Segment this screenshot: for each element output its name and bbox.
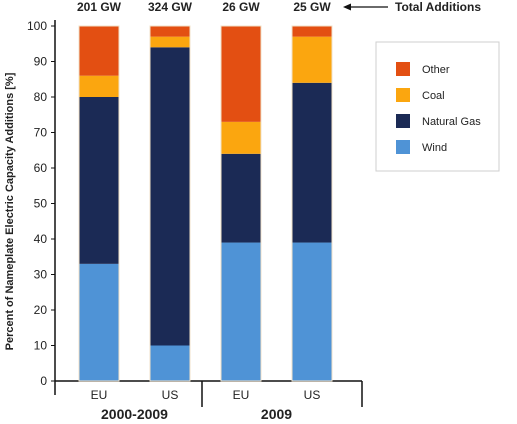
- legend-swatch-other: [396, 62, 410, 76]
- total-additions-label: Total Additions: [395, 0, 481, 14]
- y-axis-title: Percent of Nameplate Electric Capacity A…: [4, 72, 16, 350]
- y-tick-label: 100: [27, 19, 47, 33]
- bar-segment-other: [150, 26, 190, 37]
- bar-segment-other: [79, 26, 119, 76]
- legend-swatch-natural-gas: [396, 114, 410, 128]
- y-tick-label: 20: [34, 303, 48, 317]
- bar-segment-wind: [292, 242, 332, 381]
- legend-swatch-wind: [396, 140, 410, 154]
- bar-segment-natural-gas: [221, 153, 261, 243]
- bar-segment-wind: [79, 263, 119, 381]
- category-label: EU: [91, 388, 108, 402]
- arrowhead-icon: [343, 3, 351, 11]
- bar-outline: [291, 25, 333, 382]
- bar-segment-coal: [292, 36, 332, 83]
- bar-segment-coal: [79, 75, 119, 97]
- y-tick-label: 10: [34, 339, 48, 353]
- bar-segment-other: [221, 26, 261, 122]
- y-tick-label: 50: [34, 197, 48, 211]
- category-label: US: [304, 388, 321, 402]
- bar-outline: [78, 25, 120, 382]
- y-tick-label: 90: [34, 55, 48, 69]
- legend-swatch-coal: [396, 88, 410, 102]
- bar-segment-other: [292, 26, 332, 37]
- bar-segment-coal: [150, 36, 190, 48]
- bar-segment-wind: [150, 345, 190, 381]
- legend-label-wind: Wind: [422, 142, 447, 154]
- y-tick-label: 30: [34, 268, 48, 282]
- bar-segment-wind: [221, 242, 261, 381]
- total-label: 26 GW: [222, 0, 260, 14]
- y-tick-label: 40: [34, 232, 48, 246]
- legend-label-other: Other: [422, 64, 450, 76]
- category-label: EU: [233, 388, 250, 402]
- total-label: 324 GW: [148, 0, 193, 14]
- total-label: 201 GW: [77, 0, 122, 14]
- bar-segment-coal: [221, 121, 261, 154]
- category-label: US: [162, 388, 179, 402]
- group-label: 2000-2009: [101, 406, 168, 422]
- y-tick-label: 0: [40, 374, 47, 388]
- group-label: 2009: [261, 406, 292, 422]
- y-tick-label: 80: [34, 90, 48, 104]
- legend-label-natural-gas: Natural Gas: [422, 116, 481, 128]
- bar-segment-natural-gas: [292, 82, 332, 243]
- bar-outline: [220, 25, 262, 382]
- y-tick-label: 70: [34, 126, 48, 140]
- bar-segment-natural-gas: [150, 47, 190, 346]
- bar-segment-natural-gas: [79, 97, 119, 264]
- total-label: 25 GW: [293, 0, 331, 14]
- bar-outline: [149, 25, 191, 382]
- y-tick-label: 60: [34, 161, 48, 175]
- legend-label-coal: Coal: [422, 90, 445, 102]
